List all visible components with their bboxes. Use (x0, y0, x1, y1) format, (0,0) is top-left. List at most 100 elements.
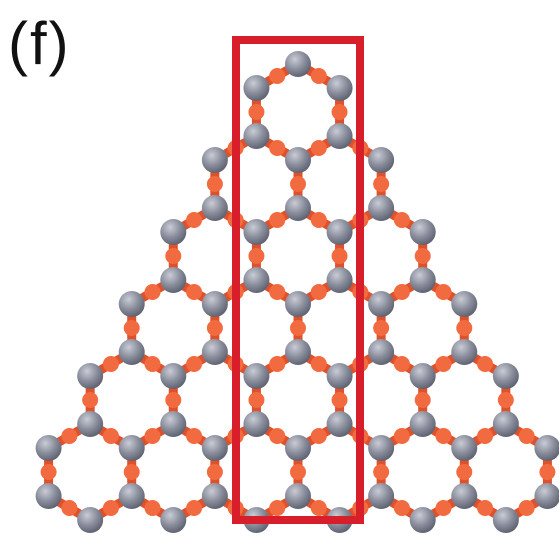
bridge-atom (186, 500, 203, 516)
atom (160, 219, 187, 245)
atom (35, 435, 62, 461)
atom (409, 507, 436, 533)
bridge-atom (373, 176, 390, 192)
atom (77, 507, 104, 533)
atom (451, 291, 478, 317)
bridge-atom (393, 212, 410, 228)
atom (285, 51, 311, 77)
atom (451, 483, 478, 509)
atom-layer (35, 51, 559, 533)
bridge-atom (290, 176, 306, 192)
bridge-atom (269, 140, 286, 156)
bridge-atom (269, 500, 286, 516)
bridge-atom (310, 500, 327, 516)
atom (451, 339, 478, 365)
bridge-atom (269, 68, 286, 84)
bridge-atom (123, 320, 140, 336)
atom (409, 267, 436, 293)
bridge-atom (477, 356, 494, 372)
bridge-atom (269, 356, 286, 372)
atom (160, 363, 187, 389)
bridge-atom (102, 356, 119, 372)
panel-label: (f) (8, 10, 71, 77)
bridge-atom (331, 104, 348, 120)
bridge-atom (373, 320, 390, 336)
atom (35, 483, 62, 509)
bridge-atom (102, 500, 119, 516)
highlight-box (232, 36, 364, 524)
atom (368, 147, 395, 173)
bridge-atom (290, 464, 306, 480)
bridge-atom (310, 428, 327, 444)
bridge-atom (456, 320, 473, 336)
bridge-atom (435, 356, 452, 372)
bridge-atom (290, 320, 306, 336)
bridge-atom (248, 104, 265, 120)
atom (285, 435, 311, 461)
atom (160, 411, 187, 437)
bridge-atom (248, 248, 265, 264)
bridge-atom (497, 392, 514, 408)
bridge-atom (373, 464, 390, 480)
atom (118, 435, 145, 461)
bridge-atom (435, 428, 452, 444)
atom (285, 339, 311, 365)
bridge-atom (393, 428, 410, 444)
bridge-atom (144, 500, 161, 516)
bridge-atom (269, 284, 286, 300)
atom (409, 219, 436, 245)
atom (160, 507, 187, 533)
bridge-atom (123, 464, 140, 480)
bridge-atom (186, 212, 203, 228)
atom (326, 267, 353, 293)
bridge-atom (477, 500, 494, 516)
atom (326, 123, 353, 149)
atom (326, 363, 353, 389)
bridge-atom (144, 428, 161, 444)
bridge-atom (435, 500, 452, 516)
bridge-atom (518, 500, 535, 516)
atom (118, 339, 145, 365)
atom (243, 123, 270, 149)
atom (368, 483, 395, 509)
bridge-atom (310, 284, 327, 300)
bridge-atom (82, 392, 99, 408)
atom (201, 435, 228, 461)
atom (368, 339, 395, 365)
atom (368, 435, 395, 461)
bridge-atom (435, 284, 452, 300)
atom (201, 147, 228, 173)
bridge-atom (144, 356, 161, 372)
bridge-atom (186, 356, 203, 372)
atom (368, 195, 395, 221)
atom (492, 363, 519, 389)
atom (492, 507, 519, 533)
atom (243, 75, 270, 101)
atom (160, 267, 187, 293)
bridge-atom (518, 428, 535, 444)
bridge-atom (393, 356, 410, 372)
atom (492, 411, 519, 437)
bridge-atom (186, 284, 203, 300)
bridge-atom (61, 428, 78, 444)
atom (409, 411, 436, 437)
bridge-atom (206, 176, 223, 192)
atom (243, 267, 270, 293)
bridge-atom (102, 428, 119, 444)
atom (243, 411, 270, 437)
atom (118, 291, 145, 317)
bridge-atom (456, 464, 473, 480)
atom (409, 363, 436, 389)
bridge-atom (477, 428, 494, 444)
atom (201, 483, 228, 509)
atom (201, 291, 228, 317)
atom (77, 411, 104, 437)
bridge-atom (206, 320, 223, 336)
bridge-atom (269, 428, 286, 444)
bridge-atom (414, 392, 431, 408)
atom (534, 483, 559, 509)
bridge-atom (61, 500, 78, 516)
bridge-atom (310, 140, 327, 156)
bridge-atom (186, 428, 203, 444)
